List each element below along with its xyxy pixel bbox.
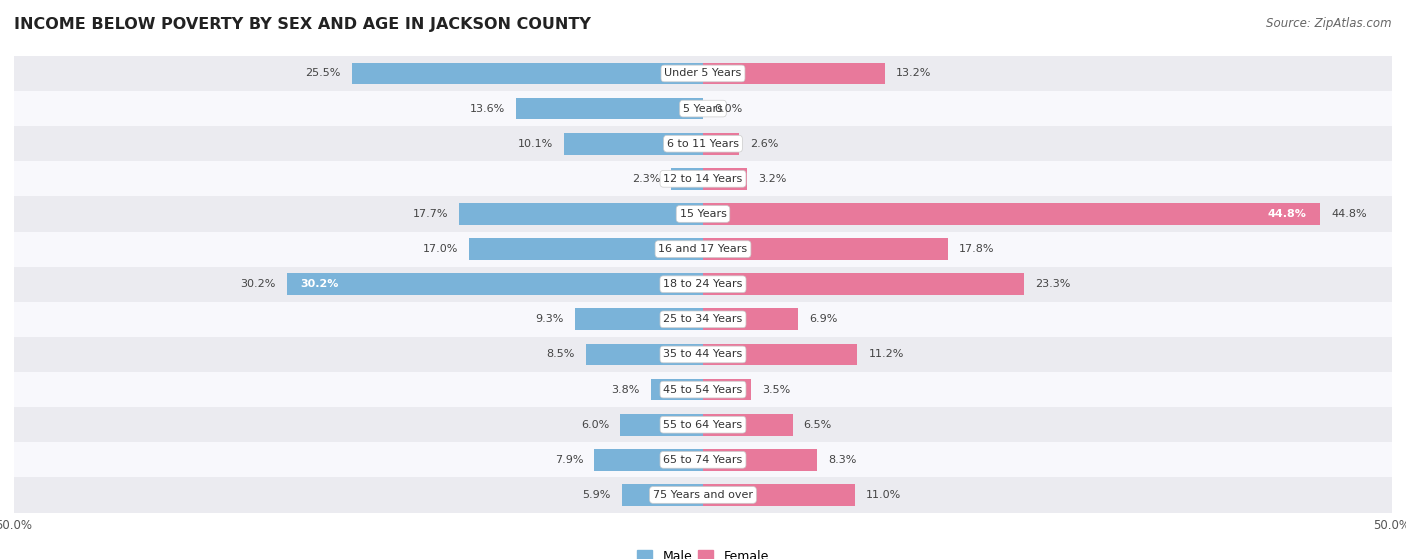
- Text: 6.5%: 6.5%: [804, 420, 832, 430]
- Text: 55 to 64 Years: 55 to 64 Years: [664, 420, 742, 430]
- Bar: [352, 63, 703, 84]
- Bar: [703, 378, 751, 400]
- Bar: [703, 133, 738, 155]
- Text: 17.0%: 17.0%: [422, 244, 458, 254]
- Text: 2.6%: 2.6%: [749, 139, 779, 149]
- Bar: [468, 238, 703, 260]
- Text: 3.5%: 3.5%: [762, 385, 790, 395]
- Bar: [703, 63, 884, 84]
- Bar: [516, 98, 703, 120]
- Bar: [14, 372, 1392, 407]
- Bar: [14, 477, 1392, 513]
- Bar: [703, 238, 948, 260]
- Bar: [14, 91, 1392, 126]
- Text: 8.5%: 8.5%: [547, 349, 575, 359]
- Text: 6.0%: 6.0%: [581, 420, 609, 430]
- Text: 75 Years and over: 75 Years and over: [652, 490, 754, 500]
- Bar: [287, 273, 703, 295]
- Bar: [14, 337, 1392, 372]
- Bar: [595, 449, 703, 471]
- Bar: [703, 203, 1320, 225]
- Text: 65 to 74 Years: 65 to 74 Years: [664, 455, 742, 465]
- Text: 3.2%: 3.2%: [758, 174, 786, 184]
- Bar: [14, 56, 1392, 91]
- Bar: [14, 407, 1392, 442]
- Text: INCOME BELOW POVERTY BY SEX AND AGE IN JACKSON COUNTY: INCOME BELOW POVERTY BY SEX AND AGE IN J…: [14, 17, 591, 32]
- Text: Under 5 Years: Under 5 Years: [665, 68, 741, 78]
- Text: 45 to 54 Years: 45 to 54 Years: [664, 385, 742, 395]
- Text: 3.8%: 3.8%: [612, 385, 640, 395]
- Bar: [575, 309, 703, 330]
- Bar: [703, 273, 1024, 295]
- Text: 44.8%: 44.8%: [1331, 209, 1367, 219]
- Bar: [14, 302, 1392, 337]
- Text: 30.2%: 30.2%: [240, 279, 276, 289]
- Text: 0.0%: 0.0%: [714, 103, 742, 113]
- Bar: [703, 414, 793, 435]
- Bar: [14, 126, 1392, 162]
- Text: 17.7%: 17.7%: [412, 209, 449, 219]
- Bar: [671, 168, 703, 190]
- Bar: [703, 449, 817, 471]
- Text: 6.9%: 6.9%: [808, 314, 838, 324]
- Text: 12 to 14 Years: 12 to 14 Years: [664, 174, 742, 184]
- Text: 18 to 24 Years: 18 to 24 Years: [664, 279, 742, 289]
- Bar: [621, 484, 703, 506]
- Text: 8.3%: 8.3%: [828, 455, 856, 465]
- Text: 11.2%: 11.2%: [869, 349, 904, 359]
- Bar: [460, 203, 703, 225]
- Text: Source: ZipAtlas.com: Source: ZipAtlas.com: [1267, 17, 1392, 30]
- Bar: [703, 484, 855, 506]
- Bar: [14, 196, 1392, 231]
- Text: 9.3%: 9.3%: [536, 314, 564, 324]
- Text: 11.0%: 11.0%: [866, 490, 901, 500]
- Text: 30.2%: 30.2%: [301, 279, 339, 289]
- Text: 25.5%: 25.5%: [305, 68, 340, 78]
- Text: 25 to 34 Years: 25 to 34 Years: [664, 314, 742, 324]
- Text: 2.3%: 2.3%: [631, 174, 661, 184]
- Text: 5.9%: 5.9%: [582, 490, 610, 500]
- Text: 10.1%: 10.1%: [517, 139, 553, 149]
- Bar: [703, 309, 799, 330]
- Bar: [586, 344, 703, 366]
- Text: 17.8%: 17.8%: [959, 244, 995, 254]
- Bar: [14, 267, 1392, 302]
- Text: 13.6%: 13.6%: [470, 103, 505, 113]
- Text: 13.2%: 13.2%: [896, 68, 931, 78]
- Text: 5 Years: 5 Years: [683, 103, 723, 113]
- Text: 7.9%: 7.9%: [554, 455, 583, 465]
- Bar: [703, 344, 858, 366]
- Text: 44.8%: 44.8%: [1268, 209, 1306, 219]
- Text: 23.3%: 23.3%: [1035, 279, 1070, 289]
- Bar: [620, 414, 703, 435]
- Bar: [14, 442, 1392, 477]
- Bar: [14, 162, 1392, 196]
- Legend: Male, Female: Male, Female: [633, 544, 773, 559]
- Bar: [651, 378, 703, 400]
- Bar: [703, 168, 747, 190]
- Text: 6 to 11 Years: 6 to 11 Years: [666, 139, 740, 149]
- Bar: [14, 231, 1392, 267]
- Text: 35 to 44 Years: 35 to 44 Years: [664, 349, 742, 359]
- Bar: [564, 133, 703, 155]
- Text: 15 Years: 15 Years: [679, 209, 727, 219]
- Text: 16 and 17 Years: 16 and 17 Years: [658, 244, 748, 254]
